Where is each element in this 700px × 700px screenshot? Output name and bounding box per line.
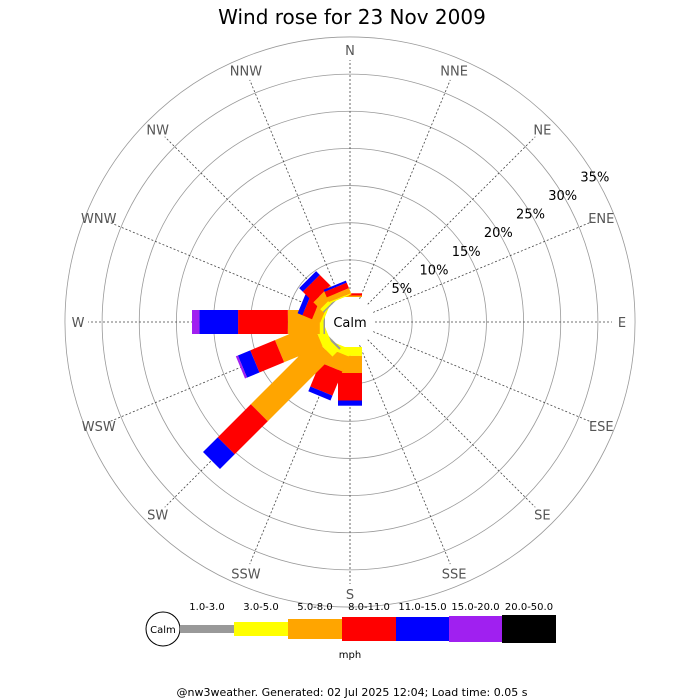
bars bbox=[192, 271, 362, 470]
spoke-sw bbox=[164, 339, 333, 508]
bar-wnw-bin-4 bbox=[297, 291, 312, 316]
direction-label-ene: ENE bbox=[588, 212, 614, 227]
direction-label-nne: NNE bbox=[440, 65, 468, 80]
bar-nnw-bin-1 bbox=[328, 292, 352, 304]
bar-sw-bin-2 bbox=[250, 339, 333, 422]
spoke-sse bbox=[359, 344, 451, 565]
bar-w-bin-5 bbox=[192, 310, 200, 334]
spoke-wsw bbox=[107, 331, 328, 423]
spoke-ene bbox=[372, 221, 593, 313]
direction-label-nw: NW bbox=[146, 124, 169, 139]
ring-label-5: 5% bbox=[392, 282, 413, 297]
bar-wsw-bin-5 bbox=[235, 355, 248, 379]
spoke-nne bbox=[359, 79, 451, 300]
ring-label-35: 35% bbox=[580, 170, 609, 185]
direction-label-s: S bbox=[346, 588, 354, 603]
direction-label-ese: ESE bbox=[589, 420, 614, 435]
legend-label-5: 15.0-20.0 bbox=[451, 602, 499, 613]
direction-label-e: E bbox=[618, 316, 626, 331]
direction-label-sse: SSE bbox=[442, 567, 467, 582]
ring-label-30: 30% bbox=[548, 189, 577, 204]
legend-swatch-0 bbox=[180, 625, 234, 633]
direction-label-ssw: SSW bbox=[231, 567, 261, 582]
bar-wsw-bin-3 bbox=[250, 340, 285, 373]
units-label: mph bbox=[339, 650, 361, 661]
spoke-ssw bbox=[249, 344, 341, 565]
legend-swatch-4 bbox=[396, 617, 449, 641]
legend-label-4: 11.0-15.0 bbox=[398, 602, 446, 613]
grid-ring-35 bbox=[64, 36, 636, 608]
direction-label-ne: NE bbox=[533, 124, 551, 139]
bar-ssw-bin-4 bbox=[308, 386, 333, 401]
calm-circle: Calm bbox=[325, 297, 375, 347]
bar-s-bin-4 bbox=[338, 400, 362, 406]
chart-title: Wind rose for 23 Nov 2009 bbox=[218, 5, 486, 29]
legend-swatch-3 bbox=[342, 617, 396, 641]
ring-labels: 5% 10%15%20%25%30%35% bbox=[392, 170, 610, 296]
ring-label-20: 20% bbox=[484, 226, 513, 241]
ring-label-10: 10% bbox=[420, 263, 449, 278]
grid bbox=[64, 36, 636, 608]
footer-text: @nw3weather. Generated: 02 Jul 2025 12:0… bbox=[177, 686, 528, 699]
bar-n-bin-2 bbox=[338, 295, 362, 297]
spoke-wnw bbox=[107, 221, 328, 313]
spoke-nw bbox=[164, 136, 333, 305]
bar-nw-bin-3 bbox=[302, 274, 331, 303]
legend-label-0: 1.0-3.0 bbox=[189, 602, 224, 613]
grid-ring-30 bbox=[101, 73, 599, 571]
direction-label-sw: SW bbox=[147, 508, 168, 523]
bar-nw-bin-4 bbox=[299, 271, 320, 292]
legend: Calm 1.0-3.0 3.0-5.0 5.0-8.0 8.0-11.0 11.0-15… bbox=[145, 602, 556, 647]
bar-ssw-bin-3 bbox=[310, 362, 343, 396]
legend-swatch-5 bbox=[449, 616, 502, 642]
spoke-ese bbox=[372, 331, 593, 423]
spoke-nnw bbox=[249, 79, 341, 300]
legend-label-2: 5.0-8.0 bbox=[297, 602, 332, 613]
direction-label-se: SE bbox=[534, 508, 550, 523]
bar-w-bin-4 bbox=[199, 310, 239, 334]
legend-label-3: 8.0-11.0 bbox=[348, 602, 390, 613]
legend-swatch-2 bbox=[288, 619, 342, 639]
spoke-ne bbox=[367, 136, 536, 305]
bar-sw-bin-3 bbox=[217, 404, 268, 455]
ring-label-25: 25% bbox=[516, 208, 545, 223]
legend-calm-label: Calm bbox=[150, 625, 176, 636]
spoke-se bbox=[367, 339, 536, 508]
calm-disc bbox=[325, 297, 375, 347]
direction-labels: N NNE NE ENE E ESE SE SSE S SSW SW WSW W WNW NW NNW bbox=[72, 44, 627, 603]
bar-sw-bin-4 bbox=[202, 437, 235, 470]
legend-label-6: 20.0-50.0 bbox=[505, 602, 553, 613]
bar-nnw-bin-3 bbox=[324, 282, 349, 298]
bar-wsw-bin-4 bbox=[237, 350, 260, 378]
direction-label-w: W bbox=[72, 316, 85, 331]
legend-swatch-6 bbox=[502, 615, 556, 643]
bar-nnw-bin-4 bbox=[323, 280, 347, 292]
bar-s-bin-3 bbox=[338, 373, 362, 401]
direction-label-wsw: WSW bbox=[82, 420, 116, 435]
legend-label-1: 3.0-5.0 bbox=[243, 602, 278, 613]
legend-swatch-1 bbox=[234, 622, 288, 636]
direction-label-n: N bbox=[345, 44, 355, 59]
ring-label-15: 15% bbox=[452, 245, 481, 260]
bar-nnw-bin-2 bbox=[326, 288, 351, 303]
direction-label-nnw: NNW bbox=[230, 65, 262, 80]
direction-label-wnw: WNW bbox=[81, 212, 117, 227]
calm-label: Calm bbox=[333, 316, 366, 331]
bar-w-bin-3 bbox=[238, 310, 288, 334]
